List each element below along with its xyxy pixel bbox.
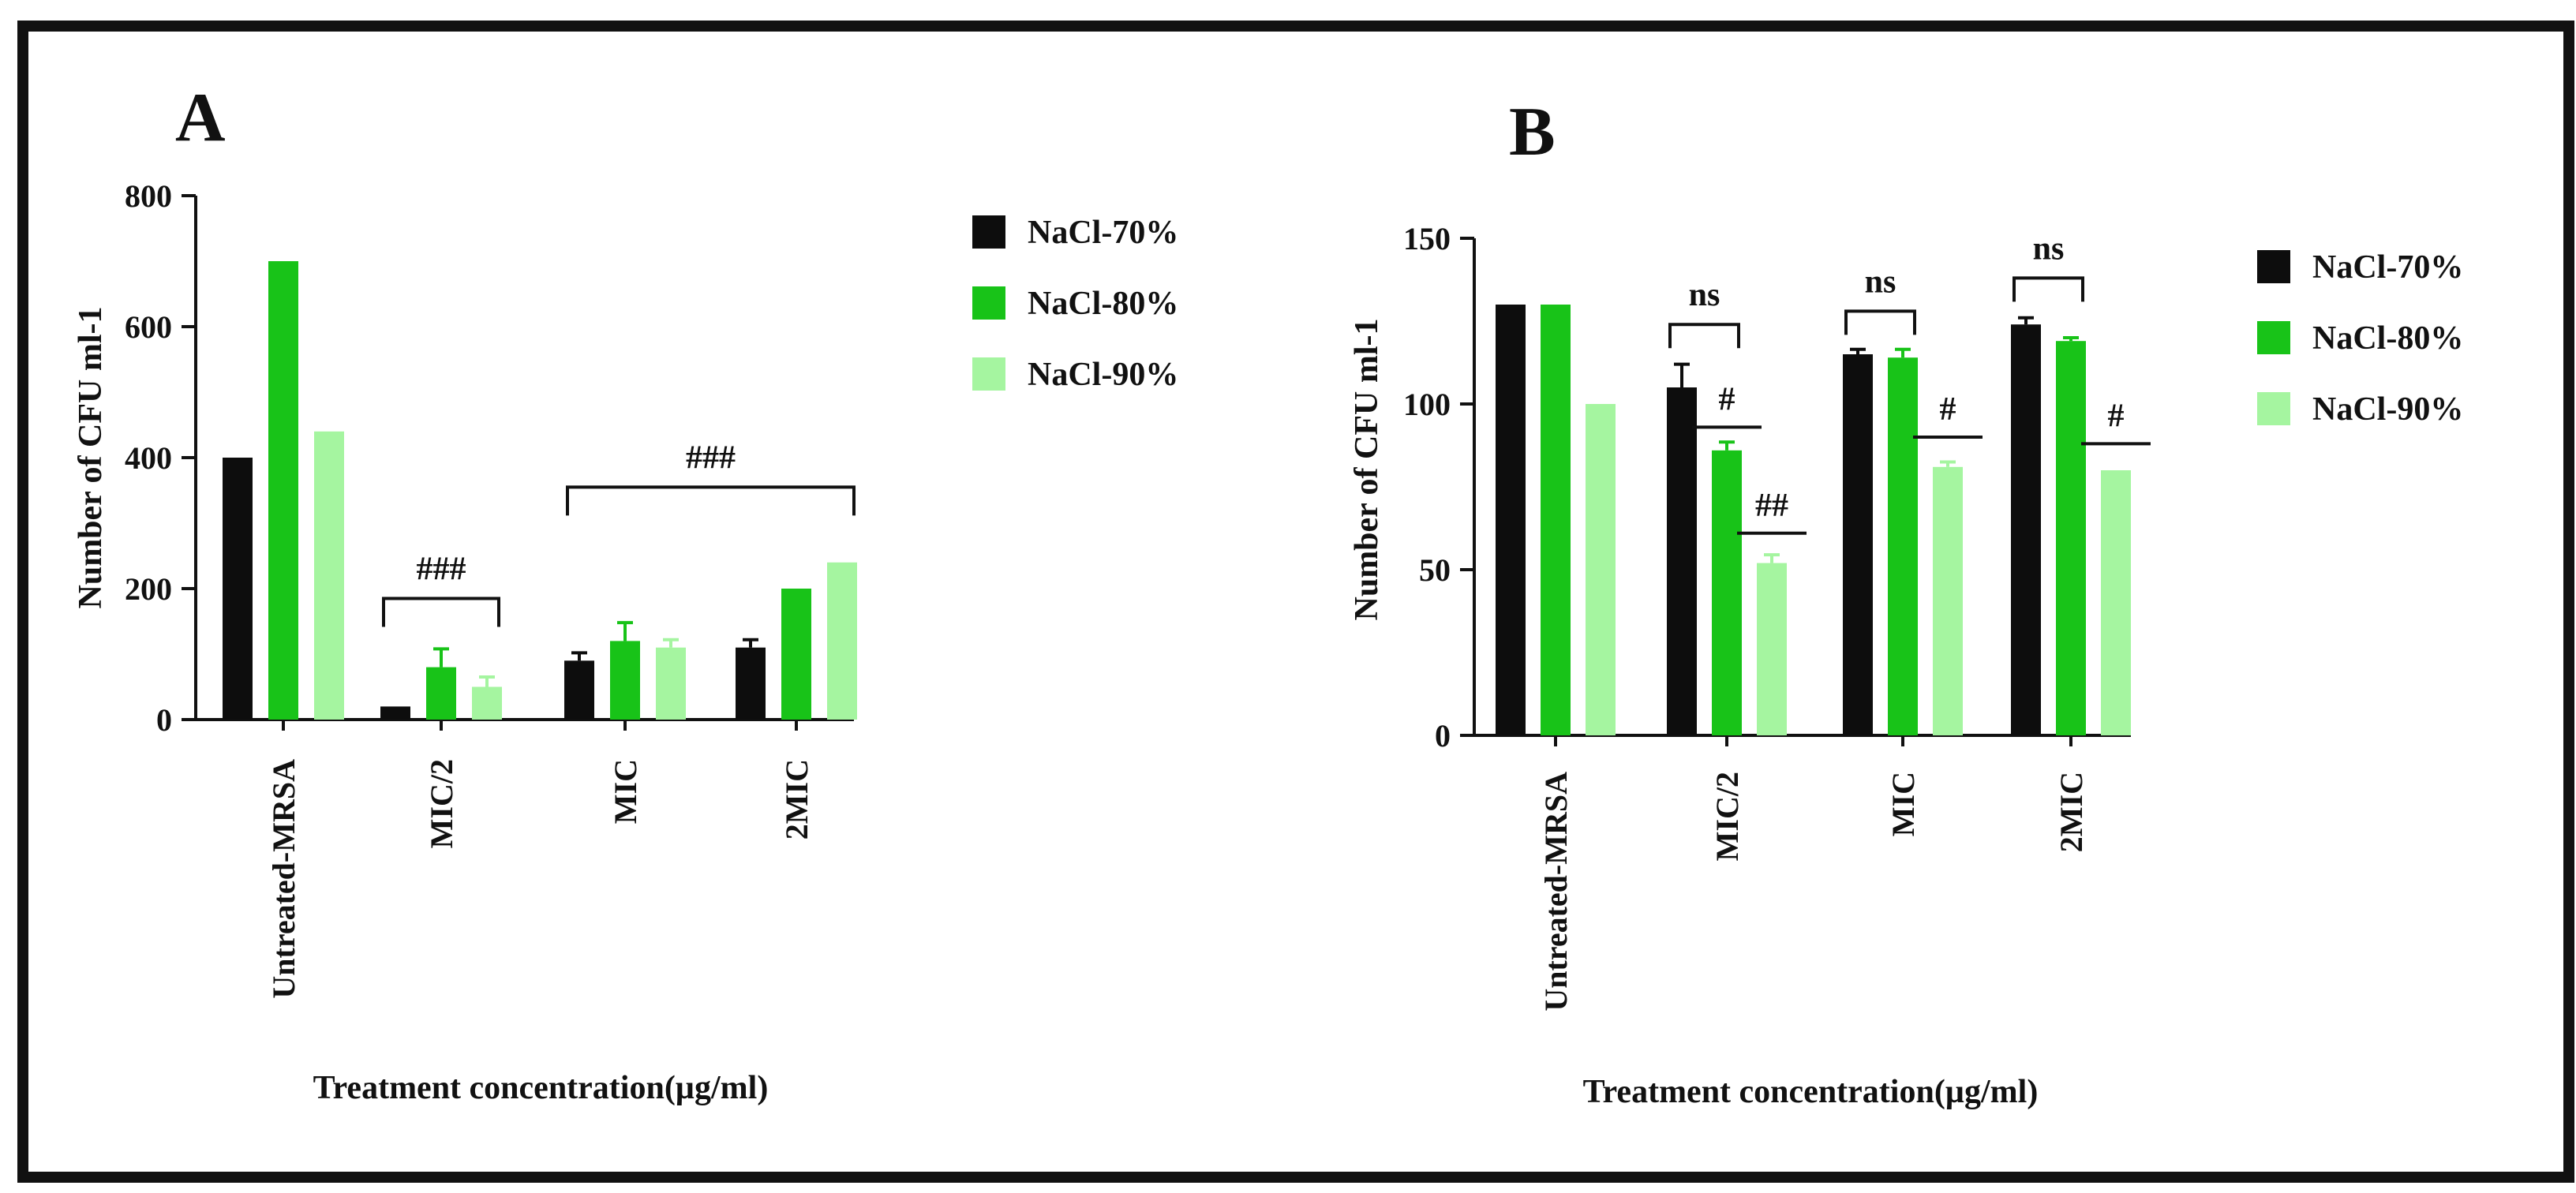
- panel-b-bar-0-2: [1586, 404, 1616, 735]
- panel-b-sig-label: #: [1940, 391, 1956, 428]
- panel-a-bar-0-2: [314, 431, 344, 720]
- panel-b-legend-swatch: [2257, 250, 2290, 283]
- panel-a-bar-0-1: [268, 261, 298, 720]
- panel-b-category-label: 2MIC: [2054, 772, 2089, 852]
- panel-a-ytick-label: 800: [125, 178, 172, 214]
- panel-b-category-label: Untreated-MRSA: [1538, 772, 1574, 1012]
- panel-b-bar-1-0: [1667, 387, 1697, 735]
- panel-b-sig-label: ns: [1689, 277, 1720, 313]
- panel-b-ytick-label: 150: [1403, 221, 1451, 256]
- panel-a-ytick-label: 600: [125, 309, 172, 345]
- panel-b-sig-bracket: [2012, 276, 2084, 302]
- panel-b-sig-label: ns: [1865, 264, 1896, 300]
- panel-a-bar-1-2: [472, 686, 502, 720]
- panel-a-bar-3-1: [781, 589, 811, 720]
- panel-a-category-label: MIC: [608, 759, 643, 824]
- panel-b-legend-label: NaCl-90%: [2312, 391, 2463, 428]
- panel-a-category-label: MIC/2: [424, 759, 459, 848]
- panel-b-sig-label: #: [1719, 381, 1735, 417]
- panel-b-sig-bracket: [1844, 309, 1916, 335]
- panel-a-sig-label: ###: [417, 551, 466, 587]
- panel-a-ytick-label: 400: [125, 440, 172, 476]
- panel-b-category-label: MIC/2: [1709, 772, 1745, 861]
- panel-a-legend-label: NaCl-80%: [1028, 286, 1178, 322]
- panel-a-sig-bracket: [566, 485, 856, 516]
- panel-a-bar-2-2: [656, 647, 686, 720]
- panel-b-ytick-label: 0: [1435, 718, 1451, 754]
- panel-a-bar-1-1: [426, 667, 456, 720]
- panel-b-legend-swatch: [2257, 321, 2290, 354]
- panel-b-category-label: MIC: [1885, 772, 1921, 836]
- panel-a-sig-label: ###: [686, 439, 736, 476]
- panel-a-bar-2-1: [610, 641, 640, 720]
- panel-a-ytick-label: 200: [125, 571, 172, 607]
- panel-a-ylabel: Number of CFU ml-1: [73, 306, 109, 608]
- panel-b-sig-bracket: [1668, 323, 1740, 349]
- panel-a-legend-swatch: [972, 286, 1005, 320]
- panel-b-sig-label: ##: [1755, 488, 1788, 524]
- panel-a-legend-label: NaCl-70%: [1028, 215, 1178, 251]
- panel-a-sig-bracket: [382, 596, 500, 627]
- panel-b-bar-1-2: [1757, 563, 1787, 735]
- panel-b-sig-label: ns: [2033, 230, 2065, 267]
- panel-b-bar-2-1: [1888, 357, 1918, 735]
- panel-b-ytick-label: 100: [1403, 387, 1451, 422]
- panel-b-bar-2-0: [1843, 354, 1873, 735]
- panel-a-bar-2-0: [564, 660, 594, 720]
- panel-b-ytick-label: 50: [1419, 552, 1451, 588]
- panel-a-chart: A Number of CFU ml-1 Treatment concentra…: [73, 80, 1178, 1106]
- panel-a-legend: NaCl-70% NaCl-80% NaCl-90%: [972, 215, 1178, 393]
- panel-b-bar-1-1: [1712, 450, 1742, 735]
- panel-a-label: A: [175, 80, 226, 156]
- panel-a-ytick-label: 0: [156, 702, 172, 738]
- panel-b-bar-0-0: [1496, 305, 1526, 735]
- panel-b-bar-0-1: [1541, 305, 1571, 735]
- panel-b-bar-2-2: [1933, 466, 1963, 735]
- panel-b-legend: NaCl-70% NaCl-80% NaCl-90%: [2257, 249, 2463, 428]
- panel-a-bar-0-0: [223, 458, 253, 720]
- figure-frame: [17, 21, 2574, 1183]
- panel-b-legend-swatch: [2257, 392, 2290, 425]
- panel-b-label: B: [1509, 94, 1556, 170]
- panel-b-bar-3-2: [2101, 470, 2131, 735]
- panel-b-ylabel: Number of CFU ml-1: [1349, 318, 1385, 620]
- panel-b-sig-label: #: [2108, 398, 2125, 434]
- panel-a-bar-1-0: [380, 706, 410, 720]
- panel-a-bar-3-2: [827, 562, 857, 720]
- panel-a-bar-3-0: [736, 647, 766, 720]
- panel-b-legend-label: NaCl-80%: [2312, 320, 2463, 357]
- panel-a-xlabel: Treatment concentration(µg/ml): [313, 1070, 769, 1106]
- panel-a-legend-label: NaCl-90%: [1028, 357, 1178, 393]
- panel-a-legend-swatch: [972, 215, 1005, 249]
- panel-a-category-label: Untreated-MRSA: [266, 759, 301, 999]
- panel-b-bar-3-0: [2011, 324, 2041, 735]
- panel-b-bar-3-1: [2056, 341, 2086, 735]
- panel-b-chart: B Number of CFU ml-1 Treatment concentra…: [1349, 94, 2463, 1110]
- panel-a-category-label: 2MIC: [779, 759, 814, 840]
- panel-b-legend-label: NaCl-70%: [2312, 249, 2463, 286]
- panel-b-xlabel: Treatment concentration(µg/ml): [1583, 1074, 2039, 1110]
- panel-a-legend-swatch: [972, 357, 1005, 391]
